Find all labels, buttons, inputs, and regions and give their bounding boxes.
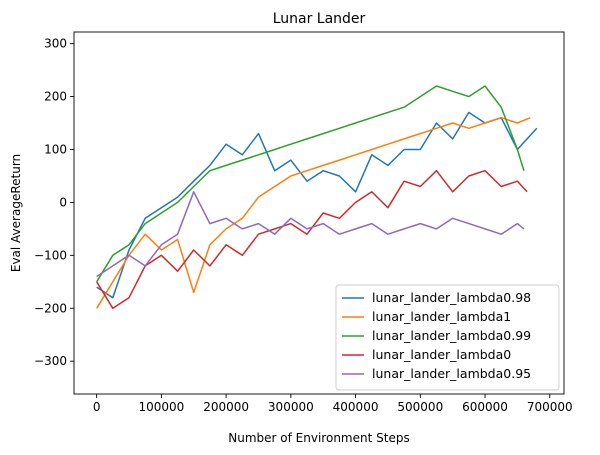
x-tick-label: 200000: [203, 400, 249, 414]
x-tick-label: 700000: [527, 400, 573, 414]
series-line-3: [96, 169, 528, 310]
series-line-1: [96, 116, 531, 309]
series-line-2: [96, 85, 525, 283]
plot-area-frame: [73, 31, 565, 395]
series-layer: [96, 85, 538, 310]
x-tick-label: 100000: [138, 400, 184, 414]
x-tick-label: 600000: [462, 400, 508, 414]
y-tick-label: −100: [34, 248, 67, 262]
x-tick-label: 0: [93, 400, 101, 414]
legend-label-0: lunar_lander_lambda0.98: [372, 290, 531, 305]
y-tick-label: 0: [59, 195, 67, 209]
series-line-0: [96, 111, 538, 299]
y-tick-label: −300: [34, 354, 67, 368]
series-line-4: [96, 191, 525, 278]
x-tick-label: 400000: [333, 400, 379, 414]
x-tick-label: 500000: [397, 400, 443, 414]
legend-label-3: lunar_lander_lambda0: [372, 347, 511, 362]
y-tick-label: 300: [44, 37, 67, 51]
y-tick-label: 100: [44, 142, 67, 156]
legend-label-1: lunar_lander_lambda1: [372, 309, 511, 324]
y-tick-label: 200: [44, 90, 67, 104]
legend-box: [335, 284, 560, 391]
x-tick-label: 300000: [268, 400, 314, 414]
y-tick-label: −200: [34, 301, 67, 315]
legend: lunar_lander_lambda0.98 lunar_lander_lamb…: [335, 284, 560, 391]
y-axis-ticks: −300 −200 −100 0 100 200 300: [34, 37, 74, 368]
legend-label-2: lunar_lander_lambda0.99: [372, 328, 531, 343]
x-axis-label: Number of Environment Steps: [228, 431, 409, 445]
y-axis-label: Eval AverageReturn: [9, 154, 23, 272]
legend-label-4: lunar_lander_lambda0.95: [372, 366, 531, 381]
chart-title: Lunar Lander: [273, 11, 366, 27]
x-axis-ticks: 0 100000 200000 300000 400000 500000 600000 700…: [93, 394, 573, 414]
